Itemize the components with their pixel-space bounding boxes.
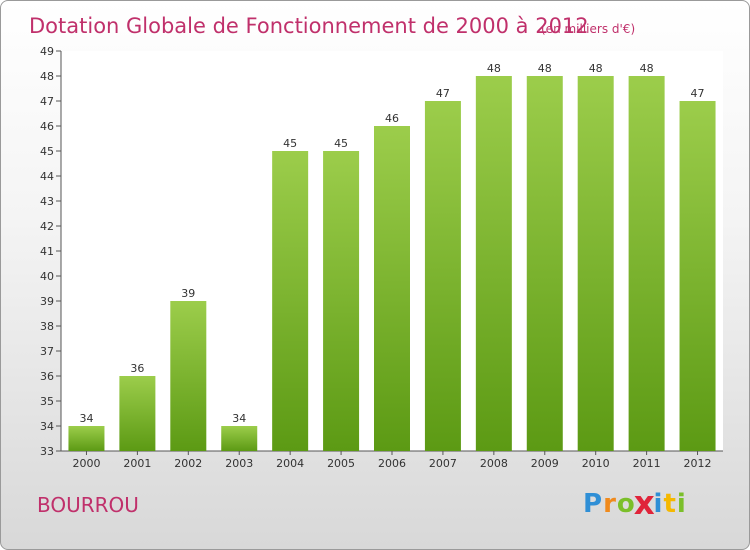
logo-letter: x (633, 485, 656, 523)
y-tick-label: 39 (40, 295, 54, 308)
x-tick-label: 2004 (276, 457, 304, 470)
x-tick-label: 2008 (480, 457, 508, 470)
bar (577, 76, 614, 451)
bar (424, 101, 461, 451)
bar (170, 301, 207, 451)
x-tick-label: 2003 (225, 457, 253, 470)
bar-value-label: 45 (283, 137, 297, 150)
x-tick-label: 2002 (174, 457, 202, 470)
bar-value-label: 48 (487, 62, 501, 75)
y-tick-label: 36 (40, 370, 54, 383)
bar-value-label: 48 (589, 62, 603, 75)
y-tick-label: 38 (40, 320, 54, 333)
bar-value-label: 48 (640, 62, 654, 75)
bar-value-label: 46 (385, 112, 399, 125)
chart-subtitle: (en milliers d'€) (541, 22, 635, 36)
y-tick-label: 35 (40, 395, 54, 408)
x-tick-label: 2001 (123, 457, 151, 470)
bar-value-label: 36 (130, 362, 144, 375)
bar-value-label: 47 (691, 87, 705, 100)
logo-letter: t (663, 489, 677, 519)
x-tick-label: 2000 (72, 457, 100, 470)
logo-letter: i (676, 489, 687, 519)
y-tick-label: 34 (40, 420, 54, 433)
bar (221, 426, 258, 451)
proxiti-logo: Proxiti (583, 485, 687, 523)
y-tick-label: 40 (40, 270, 54, 283)
y-tick-label: 43 (40, 195, 54, 208)
commune-name: BOURROU (37, 493, 139, 517)
bar-value-label: 34 (232, 412, 246, 425)
bar-value-label: 48 (538, 62, 552, 75)
x-tick-label: 2009 (531, 457, 559, 470)
bar (475, 76, 512, 451)
bar (68, 426, 105, 451)
x-tick-label: 2011 (633, 457, 661, 470)
bar (119, 376, 156, 451)
y-tick-label: 41 (40, 245, 54, 258)
logo-letter: r (603, 489, 617, 519)
x-tick-label: 2007 (429, 457, 457, 470)
bar-value-label: 47 (436, 87, 450, 100)
bar (679, 101, 716, 451)
bar (272, 151, 309, 451)
chart-title: Dotation Globale de Fonctionnement de 20… (29, 14, 589, 38)
y-tick-label: 42 (40, 220, 54, 233)
y-tick-label: 45 (40, 145, 54, 158)
x-tick-label: 2010 (582, 457, 610, 470)
bar (323, 151, 360, 451)
logo-letter: P (583, 489, 604, 519)
y-tick-label: 44 (40, 170, 54, 183)
y-tick-label: 48 (40, 70, 54, 83)
x-tick-label: 2005 (327, 457, 355, 470)
y-tick-label: 33 (40, 445, 54, 458)
bar (374, 126, 410, 451)
x-tick-label: 2012 (684, 457, 712, 470)
bar-value-label: 39 (181, 287, 195, 300)
logo-letter: o (616, 489, 636, 519)
y-tick-label: 47 (40, 95, 54, 108)
logo-letter: i (653, 489, 664, 519)
y-tick-label: 46 (40, 120, 54, 133)
plot-area: 33 34 35 36 37 38 39 40 41 42 43 44 45 46 47 48 49 34 2000… (40, 45, 723, 470)
x-tick-label: 2006 (378, 457, 406, 470)
y-tick-label: 49 (40, 45, 54, 58)
bar-value-label: 34 (79, 412, 93, 425)
y-tick-label: 37 (40, 345, 54, 358)
bar-value-label: 45 (334, 137, 348, 150)
bar (526, 76, 563, 451)
bar (628, 76, 665, 451)
